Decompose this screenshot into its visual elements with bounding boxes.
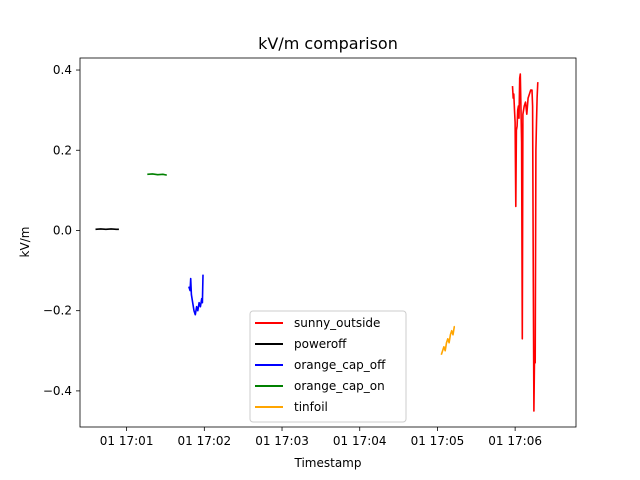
series-line-sunny-outside bbox=[511, 73, 539, 412]
legend-label: sunny_outside bbox=[294, 316, 380, 330]
ticks-layer: 01 17:01 01 17:02 01 17:03 01 17:04 01 17:05… bbox=[43, 63, 542, 448]
series-line-tinfoil bbox=[440, 325, 456, 356]
x-tick-label: 01 17:05 bbox=[411, 434, 465, 448]
x-tick-label: 01 17:01 bbox=[100, 434, 154, 448]
x-tick-label: 01 17:02 bbox=[177, 434, 231, 448]
y-tick-label: −0.4 bbox=[43, 384, 72, 398]
x-tick-label: 01 17:03 bbox=[255, 434, 309, 448]
legend-label: orange_cap_off bbox=[294, 358, 386, 372]
plot-area-frame bbox=[79, 57, 577, 428]
legend-label: tinfoil bbox=[294, 400, 328, 414]
legend-label: poweroff bbox=[294, 337, 347, 351]
y-tick-label: −0.2 bbox=[43, 304, 72, 318]
x-tick-label: 01 17:06 bbox=[488, 434, 542, 448]
series-line-orange-cap-off bbox=[188, 274, 204, 316]
legend-box bbox=[249, 310, 407, 423]
series-layer bbox=[95, 73, 539, 412]
y-axis-label: kV/m bbox=[18, 227, 32, 258]
series-line-orange-cap-on bbox=[147, 173, 167, 176]
x-tick-label: 01 17:04 bbox=[333, 434, 387, 448]
y-tick-label: 0.0 bbox=[53, 223, 72, 237]
y-tick-label: 0.4 bbox=[53, 63, 72, 77]
legend-label: orange_cap_on bbox=[294, 379, 385, 393]
legend: sunny_outside poweroff orange_cap_offorang… bbox=[249, 310, 407, 423]
x-axis-label: Timestamp bbox=[294, 456, 362, 470]
y-tick-label: 0.2 bbox=[53, 143, 72, 157]
chart-title: kV/m comparison bbox=[258, 34, 398, 53]
